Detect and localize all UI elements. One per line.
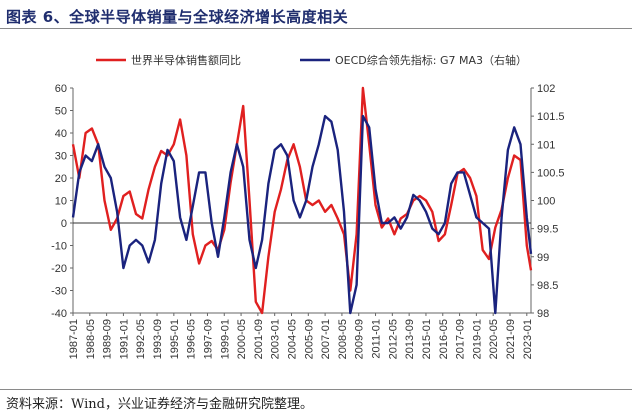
chart: -40 -30 -20 -10 0 10 20 30 40 50 60 98 98.5 99 99.5 100… xyxy=(51,53,564,359)
right-tick-label: 98.5 xyxy=(537,280,558,292)
series-line-semiconductor-sales-yoy xyxy=(71,86,533,315)
x-tick-label: 2023-01 xyxy=(522,319,534,359)
series-line-oecd-cli-g7 xyxy=(71,114,533,315)
legend-item-semiconductor-sales: 世界半导体销售额同比 xyxy=(96,53,241,67)
right-tick-label: 100.5 xyxy=(537,167,565,179)
source-rule xyxy=(0,389,632,390)
x-tick-label: 1999-01 xyxy=(219,319,231,359)
x-tick-label: 2020-05 xyxy=(488,319,500,359)
x-tick-label: 2013-09 xyxy=(404,319,416,359)
x-tick-label: 2012-05 xyxy=(387,319,399,359)
x-tick-label: 2003-01 xyxy=(270,319,282,359)
x-tick-label: 1987-01 xyxy=(68,319,80,359)
x-tick-label: 2016-05 xyxy=(438,319,450,359)
chart-axes: -40 -30 -20 -10 0 10 20 30 40 50 60 98 98.5 99 99.5 100… xyxy=(51,83,564,359)
x-tick-label: 1992-05 xyxy=(135,319,147,359)
right-tick-label: 100 xyxy=(537,196,555,208)
chart-plot xyxy=(71,86,533,315)
x-tick-label: 1997-09 xyxy=(202,319,214,359)
source-note: 资料来源：Wind，兴业证券经济与金融研究院整理。 xyxy=(6,397,313,412)
x-tick-label: 1993-09 xyxy=(152,319,164,359)
left-tick-label: -30 xyxy=(51,286,67,298)
legend-label: OECD综合领先指标: G7 MA3（右轴） xyxy=(335,53,527,67)
figure-title: 图表 6、全球半导体销量与全球经济增长高度相关 xyxy=(6,8,349,26)
right-tick-label: 99 xyxy=(537,252,549,264)
x-tick-label: 2007-01 xyxy=(320,319,332,359)
left-tick-label: 0 xyxy=(61,218,67,230)
x-tick-label: 1989-09 xyxy=(102,319,114,359)
left-tick-label: 30 xyxy=(55,151,67,163)
x-tick-label: 2000-05 xyxy=(236,319,248,359)
left-tick-label: 20 xyxy=(55,173,67,185)
legend-label: 世界半导体销售额同比 xyxy=(131,53,241,67)
x-tick-label: 1988-05 xyxy=(85,319,97,359)
left-tick-label: -20 xyxy=(51,263,67,275)
x-tick-label: 2017-09 xyxy=(455,319,467,359)
right-tick-label: 101.5 xyxy=(537,111,565,123)
x-tick-label: 1996-05 xyxy=(186,319,198,359)
x-tick-label: 2019-01 xyxy=(471,319,483,359)
left-tick-label: 40 xyxy=(55,128,67,140)
right-tick-label: 98 xyxy=(537,308,549,320)
x-tick-label: 2009-09 xyxy=(354,319,366,359)
left-tick-label: 10 xyxy=(55,196,67,208)
x-tick-label: 1991-01 xyxy=(118,319,130,359)
chart-legend: 世界半导体销售额同比 OECD综合领先指标: G7 MA3（右轴） xyxy=(96,53,527,67)
left-tick-label: -40 xyxy=(51,308,67,320)
left-tick-label: 60 xyxy=(55,83,67,95)
x-tick-label: 1995-01 xyxy=(169,319,181,359)
right-tick-label: 99.5 xyxy=(537,224,558,236)
x-tick-label: 2004-05 xyxy=(286,319,298,359)
left-tick-label: 50 xyxy=(55,106,67,118)
left-tick-label: -10 xyxy=(51,241,67,253)
title-rule xyxy=(0,28,632,29)
x-tick-label: 2021-09 xyxy=(505,319,517,359)
right-tick-label: 102 xyxy=(537,83,555,95)
x-tick-label: 2011-01 xyxy=(371,319,383,359)
x-tick-label: 2015-01 xyxy=(421,319,433,359)
x-tick-label: 2005-09 xyxy=(303,319,315,359)
x-tick-label: 2001-09 xyxy=(253,319,265,359)
legend-item-oecd-cli: OECD综合领先指标: G7 MA3（右轴） xyxy=(300,53,527,67)
x-tick-label: 2008-05 xyxy=(337,319,349,359)
right-tick-label: 101 xyxy=(537,139,555,151)
